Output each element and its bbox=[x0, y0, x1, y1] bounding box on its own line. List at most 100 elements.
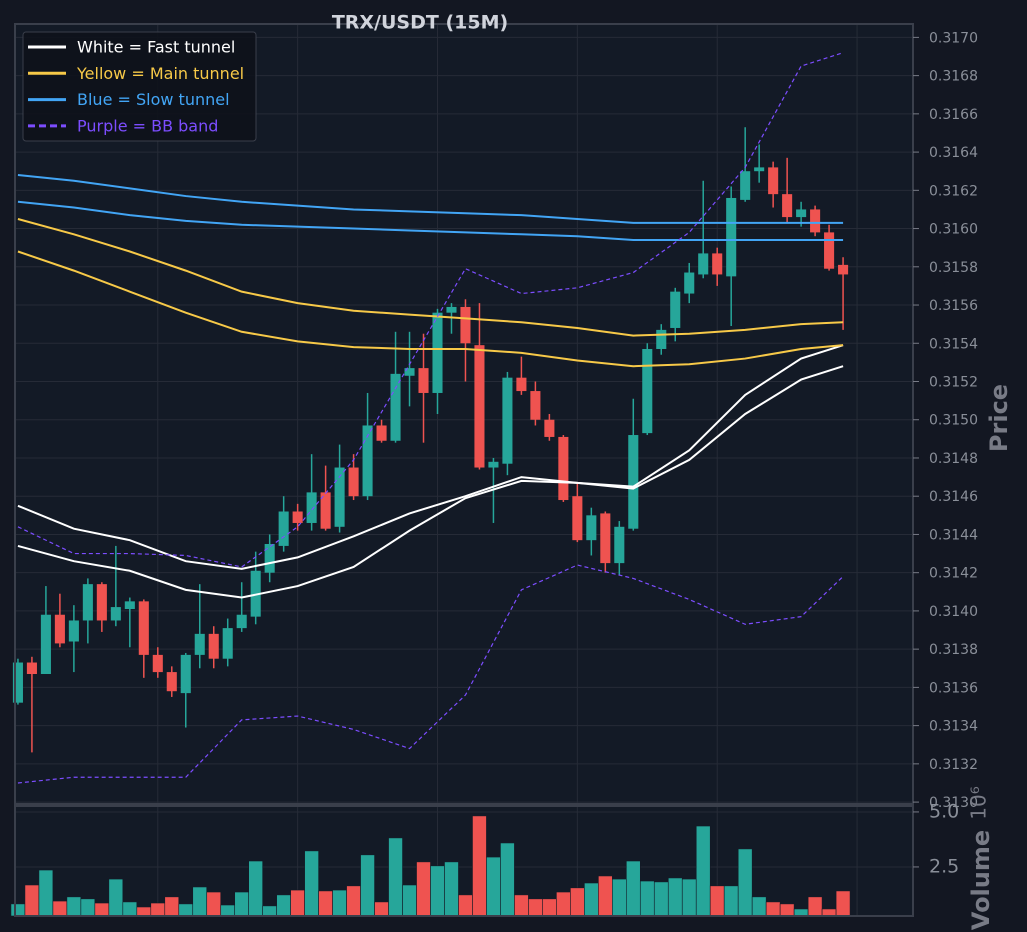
volume-bar bbox=[793, 908, 809, 917]
volume-bar bbox=[681, 878, 697, 917]
legend-label: White = Fast tunnel bbox=[77, 38, 235, 57]
volume-bar bbox=[612, 878, 627, 917]
volume-bar bbox=[737, 848, 753, 917]
indicator-line bbox=[17, 200, 844, 242]
candle-body bbox=[642, 349, 653, 434]
candle-body bbox=[264, 544, 275, 573]
candle-body bbox=[334, 467, 345, 527]
volume-bar bbox=[514, 894, 529, 917]
candle-body bbox=[768, 167, 779, 195]
y-tick-label: 0.3162 bbox=[929, 183, 978, 199]
volume-bar bbox=[94, 902, 110, 917]
price-frame bbox=[14, 23, 914, 805]
volume-offset-label: 10⁶ bbox=[967, 786, 991, 819]
y-tick-label: 0.3132 bbox=[929, 757, 978, 773]
volume-bar bbox=[192, 886, 208, 917]
y-tick-label: 0.3130 bbox=[929, 795, 978, 811]
volume-bar bbox=[416, 861, 431, 917]
candle-body bbox=[600, 513, 611, 564]
indicator-line bbox=[17, 344, 844, 570]
volume-bar bbox=[667, 877, 683, 917]
candle-body bbox=[292, 511, 303, 523]
y-tick-label: 0.3142 bbox=[929, 566, 978, 582]
candle-body bbox=[572, 496, 583, 541]
volume-bar bbox=[835, 890, 851, 917]
volume-y-tick-label: 5.0 bbox=[929, 800, 959, 822]
candle-body bbox=[796, 209, 807, 218]
candle-body bbox=[82, 584, 93, 621]
candle-body bbox=[96, 584, 107, 621]
y-tick-label: 0.3160 bbox=[929, 222, 978, 238]
indicator-line bbox=[17, 174, 844, 224]
axes: 0.3130 0.3132 0.3134 0.3136 0.3138 0.3140 0.31… bbox=[913, 30, 978, 877]
y-tick-label: 0.3136 bbox=[929, 680, 978, 696]
candle-body bbox=[68, 620, 79, 642]
y-tick-label: 0.3158 bbox=[929, 260, 978, 276]
candle-body bbox=[166, 672, 177, 692]
candle-body bbox=[516, 377, 527, 392]
plot-area bbox=[10, 52, 851, 917]
volume-bar bbox=[486, 856, 501, 917]
volume-bar bbox=[402, 884, 417, 917]
volume-bar bbox=[178, 903, 194, 917]
candle-body bbox=[110, 607, 121, 621]
volume-bar bbox=[346, 885, 361, 917]
volume-axis-label: Volume bbox=[967, 830, 995, 930]
volume-bar bbox=[332, 889, 347, 917]
volume-bar bbox=[206, 891, 222, 917]
volume-bar bbox=[542, 898, 557, 917]
volume-bar bbox=[164, 896, 180, 917]
candle-body bbox=[488, 461, 499, 468]
y-tick-label: 0.3146 bbox=[929, 489, 978, 505]
price-panel bbox=[15, 24, 913, 804]
legend-label: Purple = BB band bbox=[77, 116, 218, 135]
candle-body bbox=[348, 467, 359, 497]
candle-body bbox=[320, 492, 331, 529]
volume-bar bbox=[444, 861, 459, 917]
volume-bar bbox=[10, 903, 26, 917]
volume-bar bbox=[584, 882, 599, 917]
volume-bar bbox=[779, 903, 795, 917]
candle-body bbox=[180, 654, 191, 694]
candle-body bbox=[236, 614, 247, 629]
volume-bar bbox=[653, 881, 669, 917]
legend-label: Yellow = Main tunnel bbox=[76, 64, 244, 83]
volume-bar bbox=[821, 908, 837, 917]
candle-body bbox=[138, 601, 149, 655]
candle-body bbox=[194, 633, 205, 655]
candle-body bbox=[26, 662, 37, 674]
y-axis-label: Price bbox=[985, 384, 1013, 452]
volume-bar bbox=[709, 885, 725, 917]
indicator-line bbox=[17, 52, 844, 568]
volume-bar bbox=[220, 904, 236, 917]
volume-bar bbox=[150, 902, 166, 917]
candle-body bbox=[362, 425, 373, 497]
candle-body bbox=[810, 209, 821, 233]
volume-bar bbox=[276, 894, 291, 917]
volume-bar bbox=[430, 865, 445, 917]
candle-body bbox=[54, 614, 65, 644]
volume-bar bbox=[458, 894, 473, 917]
candle-body bbox=[726, 197, 737, 277]
candle-body bbox=[474, 345, 485, 468]
volume-bar bbox=[472, 815, 487, 917]
volume-bar bbox=[304, 850, 319, 917]
volume-bar bbox=[388, 837, 403, 917]
volume-bar bbox=[262, 905, 277, 917]
candle-body bbox=[684, 272, 695, 294]
y-tick-label: 0.3154 bbox=[929, 336, 978, 352]
candle-body bbox=[586, 515, 597, 541]
candle-body bbox=[40, 614, 51, 674]
volume-bar bbox=[66, 896, 82, 917]
volume-bar bbox=[122, 901, 138, 917]
volume-bar bbox=[807, 896, 823, 917]
y-tick-label: 0.3166 bbox=[929, 107, 978, 123]
volume-bar bbox=[639, 880, 655, 917]
candle-body bbox=[656, 329, 667, 349]
candle-body bbox=[782, 194, 793, 218]
volume-bar bbox=[52, 900, 68, 917]
candle-body bbox=[222, 628, 233, 659]
volume-bar bbox=[556, 891, 571, 917]
